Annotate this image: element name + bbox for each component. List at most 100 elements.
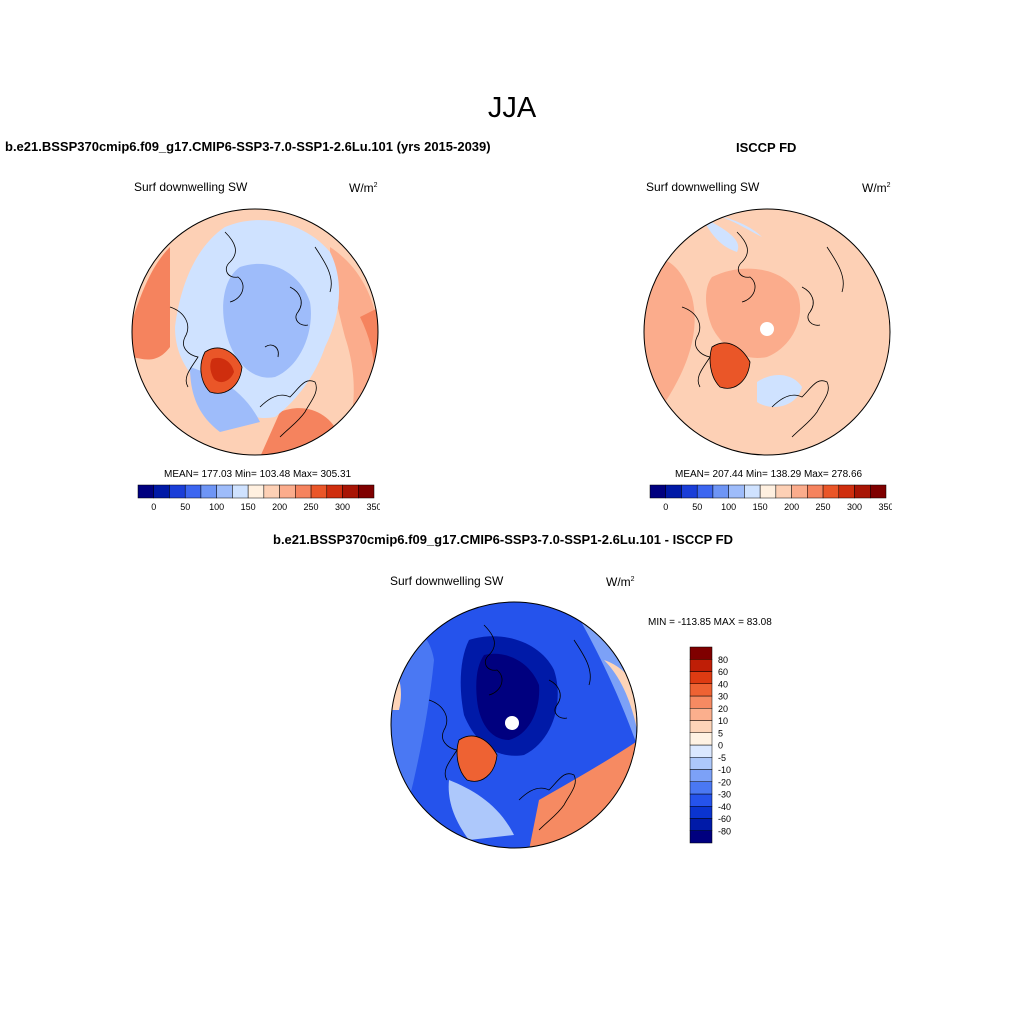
- colorbar-1-swatch: [310, 484, 328, 499]
- colorbar-1-swatch: [358, 484, 375, 499]
- colorbar-2: 0 50 100 150 200 250 300 350: [649, 484, 892, 512]
- colorbar-1-swatch: [153, 484, 170, 499]
- colorbar-1-swatch: [326, 484, 343, 499]
- colorbar-1-tick-label: 0: [151, 502, 156, 512]
- colorbar-3-swatch: [689, 659, 713, 672]
- map2-field-bering: [702, 217, 739, 252]
- colorbar-3-swatch: [689, 757, 713, 770]
- map1-field-arctic-mid: [223, 263, 311, 378]
- colorbar-1: 0 50 100 150 200 250 300 350: [137, 484, 380, 512]
- colorbar-2-swatch: [838, 484, 855, 499]
- colorbar-2-swatch: [728, 484, 745, 499]
- colorbar-3-swatch: [689, 646, 713, 660]
- map2-coastlines: [681, 231, 844, 438]
- colorbar-2-swatch: [744, 484, 761, 499]
- colorbar-2-swatch: [822, 484, 840, 499]
- map3-field-atlantic: [448, 780, 514, 840]
- colorbar-3-tick-label: -80: [718, 826, 731, 836]
- colorbar-3-swatch: [689, 818, 713, 831]
- colorbar-2-tick-label: 250: [816, 502, 831, 512]
- map2-field-greenland: [710, 342, 750, 389]
- map3-polar-plot: [390, 601, 638, 849]
- map1-field-east-asia: [132, 247, 170, 360]
- map2-polar-plot: [643, 208, 891, 456]
- colorbar-3-swatch: [689, 830, 713, 844]
- panel2-variable: Surf downwelling SW: [646, 180, 760, 194]
- colorbar-3-tick-label: 5: [718, 728, 723, 738]
- colorbar-3-swatch: [689, 781, 713, 795]
- panel1-title: b.e21.BSSP370cmip6.f09_g17.CMIP6-SSP3-7.…: [5, 139, 491, 154]
- map3-field-arctic-core: [476, 653, 540, 740]
- main-title: JJA: [487, 92, 537, 124]
- map2-field-arctic: [706, 268, 801, 358]
- map2-pole-hole: [760, 322, 774, 336]
- colorbar-1-tick-label: 300: [335, 502, 350, 512]
- panel2-units: W/m2: [862, 181, 891, 195]
- colorbar-1-swatch: [184, 484, 202, 499]
- colorbar-2-swatch: [696, 484, 714, 499]
- colorbar-1-tick-label: 100: [209, 502, 224, 512]
- colorbar-2-swatch: [870, 484, 887, 499]
- map1-field-greenland-core: [210, 357, 234, 383]
- colorbar-2-swatch: [759, 484, 777, 499]
- colorbar-1-tick-label: 200: [272, 502, 287, 512]
- map1-polar-plot: [131, 208, 379, 456]
- colorbar-3-tick-label: 30: [718, 692, 728, 702]
- map2-field-atlantic-blue: [757, 375, 802, 407]
- colorbar-1-swatch: [137, 484, 154, 499]
- map1-coastlines: [169, 231, 332, 438]
- panel3-stats: MIN = -113.85 MAX = 83.08: [648, 617, 772, 628]
- colorbar-3-swatch: [689, 695, 713, 709]
- map2-field-asia: [644, 258, 695, 407]
- colorbar-2-swatch: [681, 484, 698, 499]
- panel2-stats: MEAN= 207.44 Min= 138.29 Max= 278.66: [675, 469, 863, 480]
- colorbar-2-tick-label: 200: [784, 502, 799, 512]
- colorbar-3-tick-label: -40: [718, 802, 731, 812]
- colorbar-3-swatch: [689, 671, 713, 684]
- colorbar-2-tick-label: 300: [847, 502, 862, 512]
- colorbar-2-tick-label: 50: [692, 502, 702, 512]
- colorbar-1-swatch: [232, 484, 249, 499]
- colorbar-3-swatch: [689, 744, 713, 758]
- colorbar-1-tick-label: 150: [241, 502, 256, 512]
- panel1-stats: MEAN= 177.03 Min= 103.48 Max= 305.31: [164, 469, 352, 480]
- colorbar-3-swatch: [689, 720, 713, 733]
- colorbar-3-swatch: [689, 708, 713, 721]
- colorbar-2-swatch: [775, 484, 792, 499]
- colorbar-1-swatch: [295, 484, 312, 499]
- colorbar-1-swatch: [169, 484, 186, 499]
- colorbar-2-tick-label: 350: [878, 502, 892, 512]
- colorbar-3-tick-label: 0: [718, 741, 723, 751]
- colorbar-3-swatch: [689, 769, 713, 782]
- map1-border: [131, 208, 379, 456]
- colorbar-3: 80 60 40 30 20 10 5 0 -5 -10 -20 -30 -40 -60 -80: [689, 646, 731, 844]
- colorbar-2-swatch: [665, 484, 682, 499]
- colorbar-1-swatch: [216, 484, 233, 499]
- colorbar-2-swatch: [712, 484, 729, 499]
- colorbar-3-swatch: [689, 683, 713, 697]
- colorbar-2-swatch: [649, 484, 666, 499]
- map3-coastlines: [428, 624, 591, 831]
- colorbar-2-swatch: [807, 484, 824, 499]
- colorbar-3-tick-label: -60: [718, 814, 731, 824]
- colorbar-2-swatch: [791, 484, 808, 499]
- colorbar-3-swatch: [689, 793, 713, 807]
- panel3-units: W/m2: [606, 575, 635, 589]
- panel3-variable: Surf downwelling SW: [390, 574, 504, 588]
- colorbar-1-tick-label: 250: [304, 502, 319, 512]
- panel1-units: W/m2: [349, 181, 378, 195]
- colorbar-3-tick-label: -5: [718, 753, 726, 763]
- panel2-title: ISCCP FD: [736, 140, 797, 155]
- colorbar-2-tick-label: 150: [753, 502, 768, 512]
- panel1-variable: Surf downwelling SW: [134, 180, 248, 194]
- colorbar-3-swatch: [689, 732, 713, 746]
- colorbar-3-tick-label: -30: [718, 790, 731, 800]
- colorbar-1-swatch: [279, 484, 296, 499]
- colorbar-3-tick-label: 40: [718, 679, 728, 689]
- map3-field-west-pos: [391, 660, 401, 710]
- colorbar-3-tick-label: 20: [718, 704, 728, 714]
- map3-pole-hole: [505, 716, 519, 730]
- map3-field-greenland: [457, 735, 497, 782]
- colorbar-1-swatch: [263, 484, 280, 499]
- colorbar-3-tick-label: 80: [718, 655, 728, 665]
